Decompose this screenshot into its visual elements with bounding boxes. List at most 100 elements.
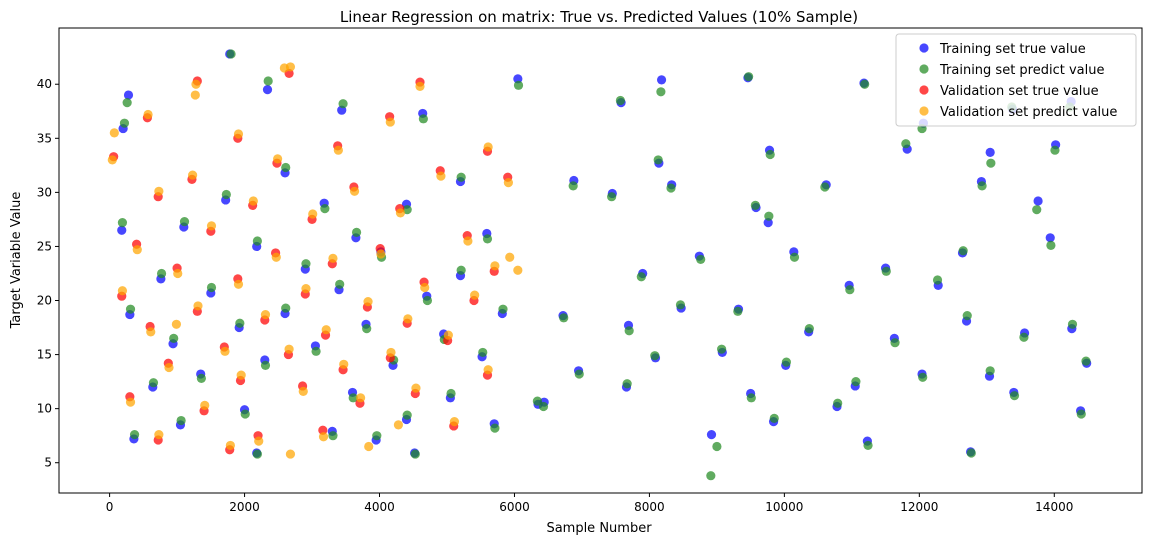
data-point [176,415,186,426]
plot-frame [58,27,1143,494]
data-point [1019,332,1029,342]
y-tick-label: 10 [37,402,52,416]
data-point [363,296,373,307]
data-point [744,72,754,82]
data-point [918,372,928,382]
x-tick-label: 12000 [900,500,938,514]
data-point [443,330,453,340]
data-point [193,301,203,311]
data-point [107,155,117,165]
data-point [364,441,374,452]
data-point [351,227,362,237]
data-point [436,171,446,181]
data-point [411,383,421,393]
data-point [173,268,183,279]
data-point [206,221,217,231]
data-point [513,80,524,90]
y-tick-label: 40 [37,77,52,91]
data-point [1067,319,1078,329]
x-tick-label: 0 [106,500,114,514]
data-point [1081,356,1091,366]
data-point [372,431,382,441]
data-point [233,279,244,289]
data-point [122,98,132,108]
chart-title: Linear Regression on matrix: True vs. Pr… [340,8,858,26]
data-point [273,154,283,164]
data-point [804,324,814,334]
data-point [482,234,493,244]
data-point [143,109,153,120]
data-point [179,216,190,227]
data-point [235,318,245,328]
data-point [769,413,779,423]
data-point [538,401,549,412]
data-point [311,346,321,356]
data-point [463,236,473,246]
data-point [418,114,428,124]
data-point [301,259,311,269]
data-point [320,203,330,214]
data-point [483,142,493,152]
data-point [653,155,663,165]
data-point [206,282,217,293]
data-point [279,63,289,73]
data-point [622,379,632,389]
y-tick-label: 25 [37,239,52,253]
data-point [318,432,329,442]
data-point [154,186,164,196]
data-point [845,285,855,295]
data-point [503,178,513,188]
data-point [422,295,433,306]
data-point [733,306,743,316]
data-point [607,192,617,202]
data-point [901,139,911,149]
data-point [932,275,943,285]
data-point [851,377,861,387]
x-tick-label: 8000 [634,500,665,514]
data-point [636,272,646,282]
data-point [765,149,775,160]
legend-marker [919,106,929,116]
data-point [220,346,230,356]
data-point [191,79,201,89]
data-point [656,87,666,97]
data-point [966,448,976,458]
series-1 [117,49,1091,481]
data-point [376,249,386,259]
data-point [833,398,843,408]
data-point [717,344,727,354]
y-axis-ticks: 5 10 15 20 25 30 35 40 [37,77,59,470]
data-point [321,325,331,335]
data-point [478,347,488,358]
data-point [125,397,136,407]
data-point [225,440,235,451]
data-point [490,423,500,433]
data-point [156,268,167,279]
data-point [200,400,210,411]
data-point [385,117,395,127]
data-point [190,90,200,100]
y-tick-label: 15 [37,348,52,362]
data-point [498,304,508,314]
data-point [1009,391,1020,401]
data-point [148,378,159,388]
legend-marker [919,43,929,53]
legend-marker [919,85,929,95]
x-axis-label: Sample Number [546,521,652,536]
data-point [696,254,706,265]
data-point [252,449,262,459]
legend-box [895,33,1137,127]
data-point [962,311,972,321]
data-point [233,129,244,139]
data-point [505,252,515,262]
data-point [402,410,412,420]
data-point [154,430,164,440]
data-point [470,290,480,300]
data-point [301,284,311,294]
x-tick-label: 2000 [229,500,260,514]
data-point [308,209,318,219]
y-tick-label: 20 [37,294,52,308]
data-point [281,162,291,173]
data-point [574,369,584,379]
